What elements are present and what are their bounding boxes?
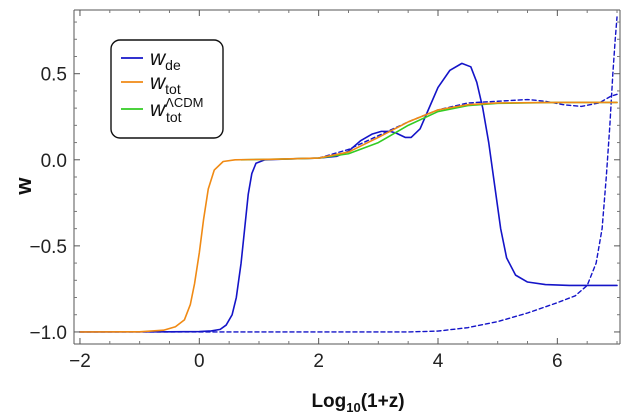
legend-label-sup: ΛCDM: [165, 95, 203, 110]
x-tick-label: 6: [552, 351, 563, 372]
ticks: −2 0 2 4 6 −1.0 −0.5 0.0 0.5: [29, 10, 620, 372]
legend-label-base: w: [150, 47, 167, 70]
series-layer: [79, 16, 618, 333]
legend-box: [110, 39, 224, 139]
series-line-1: [79, 101, 618, 333]
y-tick-label: −0.5: [29, 237, 67, 258]
series-line-4: [317, 93, 618, 159]
x-tick-label: 4: [433, 351, 444, 372]
series-line-3: [79, 16, 618, 333]
legend-label: wΛCDM tot: [150, 95, 203, 125]
legend-label-sub: tot: [166, 109, 182, 125]
y-tick-label: 0.5: [41, 65, 67, 86]
y-tick-label: 0.0: [41, 151, 67, 172]
y-axis-label: w: [11, 177, 36, 196]
legend-label-sub: tot: [165, 81, 181, 97]
x-axis-label-rest: (1+z): [361, 391, 405, 412]
y-tick-label: −1.0: [29, 323, 67, 344]
legend-label-base: w: [150, 71, 167, 94]
legend-label: wde: [150, 47, 181, 73]
x-axis-label-base: Log: [311, 391, 346, 412]
x-axis-label: Log10(1+z): [311, 391, 404, 414]
series-line-0: [79, 62, 618, 333]
legend-label: wtot: [150, 71, 181, 97]
legend-label-base: w: [150, 98, 167, 121]
x-tick-label: 0: [194, 351, 205, 372]
x-tick-label: 2: [313, 351, 324, 372]
x-tick-label: −2: [69, 351, 91, 372]
x-axis-label-sub: 10: [346, 400, 360, 414]
series-line-2: [240, 101, 618, 161]
legend-label-sub: de: [165, 57, 181, 73]
